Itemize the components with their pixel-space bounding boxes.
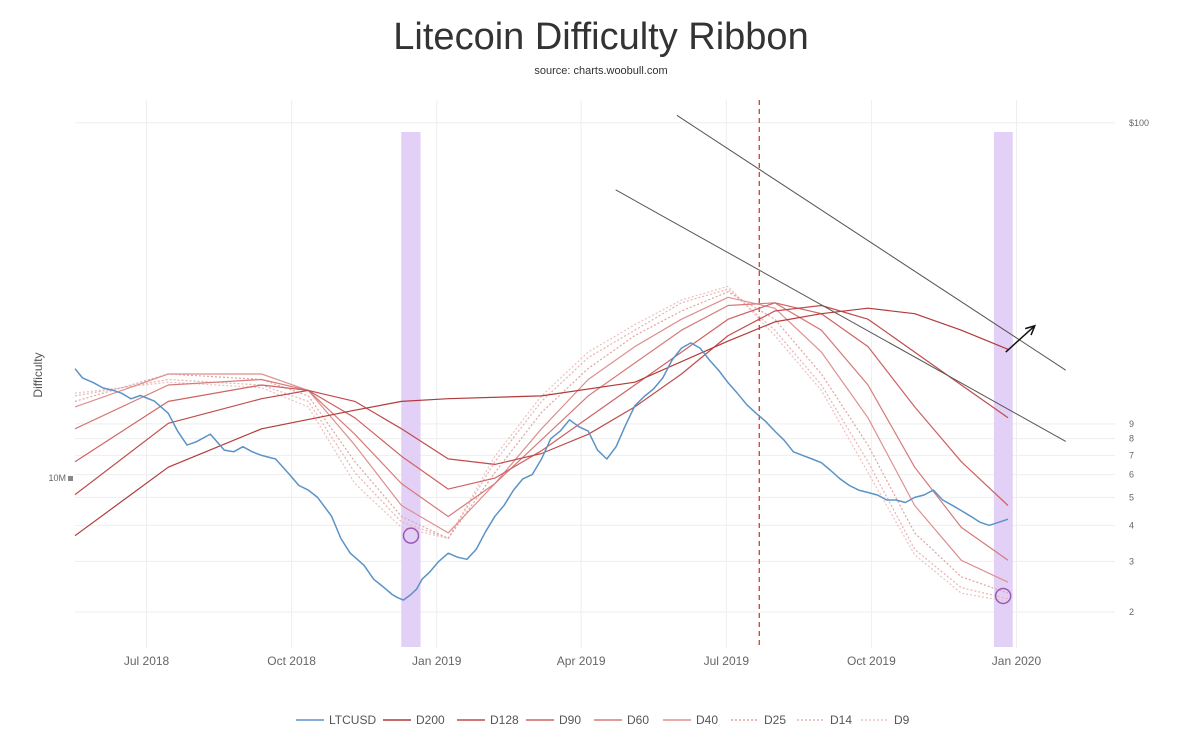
x-tick-label: Jan 2019: [412, 654, 462, 668]
highlight-band: [993, 132, 1013, 647]
right-tick-label: 8: [1129, 434, 1134, 444]
x-axis-ticks: Jul 2018 Oct 2018 Jan 2019 Apr 2019 Jul 2019…: [124, 654, 1042, 668]
x-tick-label: Apr 2019: [557, 654, 606, 668]
legend-label-d9: D9: [894, 713, 910, 727]
series-line-d60: [74, 302, 1009, 561]
right-tick-label: 2: [1129, 607, 1134, 617]
chart-title: Litecoin Difficulty Ribbon: [393, 16, 808, 58]
x-tick-label: Jul 2019: [704, 654, 750, 668]
right-tick-label: 9: [1129, 419, 1134, 429]
trend-line: [615, 189, 1066, 442]
trend-line: [676, 114, 1067, 371]
right-axis-ticks: $100 9 8 7 6 5 4 3 2: [1129, 118, 1149, 617]
right-tick-label: 3: [1129, 556, 1134, 566]
series-line-d200: [74, 307, 1009, 537]
legend-label-ltcusd: LTCUSD: [329, 713, 376, 727]
legend-label-d14: D14: [830, 713, 852, 727]
highlight-band: [401, 132, 421, 647]
legend-label-d128: D128: [490, 713, 519, 727]
breakout-arrow: [1005, 325, 1036, 353]
x-tick-label: Jan 2020: [992, 654, 1042, 668]
legend: LTCUSD D200 D128 D90 D60 D40 D25 D14 D9: [296, 713, 910, 727]
left-axis-tick-mark: [68, 476, 73, 481]
right-tick-label: 4: [1129, 520, 1134, 530]
right-tick-label: $100: [1129, 118, 1149, 128]
x-tick-label: Oct 2018: [267, 654, 316, 668]
bottom-circle-marker: [994, 587, 1012, 605]
legend-label-d200: D200: [416, 713, 445, 727]
x-tick-label: Jul 2018: [124, 654, 170, 668]
chart-subtitle: source: charts.woobull.com: [534, 65, 667, 77]
right-tick-label: 6: [1129, 470, 1134, 480]
left-axis-tick-label: 10M: [48, 473, 66, 483]
legend-label-d60: D60: [627, 713, 649, 727]
legend-label-d90: D90: [559, 713, 581, 727]
series-line-ltcusd: [74, 342, 1009, 601]
breakout-arrow-head: [1024, 324, 1037, 336]
series-line-d9: [74, 285, 1009, 602]
highlight-bands: [401, 132, 1013, 647]
x-tick-label: Oct 2019: [847, 654, 896, 668]
series-line-d128: [74, 304, 1009, 496]
left-axis-tick: 10M: [48, 473, 73, 483]
y-axis-label: Difficulty: [31, 352, 45, 397]
series-lines: [74, 285, 1009, 602]
series-line-d25: [74, 291, 1009, 594]
right-tick-label: 7: [1129, 450, 1134, 460]
legend-label-d25: D25: [764, 713, 786, 727]
right-tick-label: 5: [1129, 492, 1134, 502]
legend-label-d40: D40: [696, 713, 718, 727]
annotations: [402, 114, 1067, 605]
bottom-circle-marker: [402, 527, 420, 544]
series-line-d14: [74, 288, 1009, 600]
